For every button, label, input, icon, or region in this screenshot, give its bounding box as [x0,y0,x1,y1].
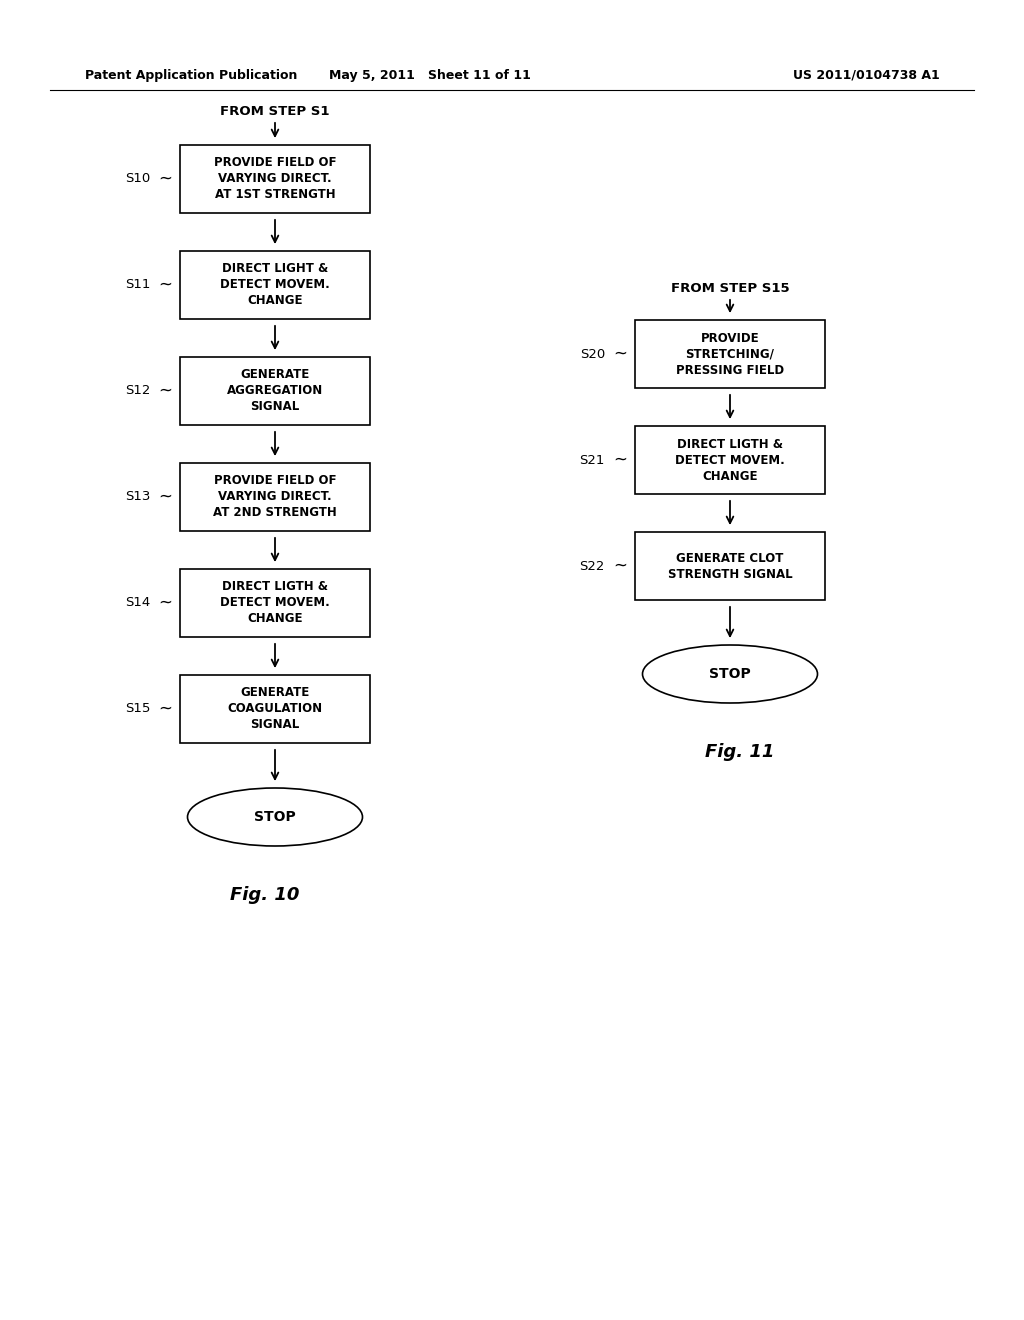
Text: US 2011/0104738 A1: US 2011/0104738 A1 [794,69,940,82]
Text: ~: ~ [613,557,627,576]
Text: Fig. 10: Fig. 10 [230,886,300,904]
FancyBboxPatch shape [180,145,370,213]
Text: GENERATE CLOT
STRENGTH SIGNAL: GENERATE CLOT STRENGTH SIGNAL [668,552,793,581]
Text: S10: S10 [125,173,150,186]
FancyBboxPatch shape [180,251,370,319]
Text: ~: ~ [158,700,172,718]
FancyBboxPatch shape [635,319,825,388]
FancyBboxPatch shape [180,356,370,425]
Text: S12: S12 [125,384,150,397]
Text: Patent Application Publication: Patent Application Publication [85,69,297,82]
FancyBboxPatch shape [180,569,370,638]
Text: DIRECT LIGTH &
DETECT MOVEM.
CHANGE: DIRECT LIGTH & DETECT MOVEM. CHANGE [675,437,784,483]
Text: FROM STEP S1: FROM STEP S1 [220,106,330,117]
Text: FROM STEP S15: FROM STEP S15 [671,282,790,294]
FancyBboxPatch shape [180,463,370,531]
Text: ~: ~ [613,451,627,469]
Ellipse shape [642,645,817,704]
Text: S15: S15 [125,702,150,715]
Text: GENERATE
COAGULATION
SIGNAL: GENERATE COAGULATION SIGNAL [227,686,323,731]
Text: ~: ~ [158,170,172,187]
Text: ~: ~ [158,276,172,294]
Text: STOP: STOP [254,810,296,824]
Text: S14: S14 [125,597,150,610]
Text: S13: S13 [125,491,150,503]
Text: S21: S21 [580,454,605,466]
Text: STOP: STOP [710,667,751,681]
Text: ~: ~ [613,345,627,363]
Text: ~: ~ [158,381,172,400]
FancyBboxPatch shape [635,426,825,494]
Text: S11: S11 [125,279,150,292]
Text: DIRECT LIGHT &
DETECT MOVEM.
CHANGE: DIRECT LIGHT & DETECT MOVEM. CHANGE [220,263,330,308]
Text: ~: ~ [158,594,172,612]
Text: PROVIDE
STRETCHING/
PRESSING FIELD: PROVIDE STRETCHING/ PRESSING FIELD [676,331,784,376]
Text: May 5, 2011   Sheet 11 of 11: May 5, 2011 Sheet 11 of 11 [329,69,530,82]
FancyBboxPatch shape [635,532,825,601]
Text: S20: S20 [580,347,605,360]
Ellipse shape [187,788,362,846]
Text: GENERATE
AGGREGATION
SIGNAL: GENERATE AGGREGATION SIGNAL [227,368,324,413]
FancyBboxPatch shape [180,675,370,743]
Text: PROVIDE FIELD OF
VARYING DIRECT.
AT 2ND STRENGTH: PROVIDE FIELD OF VARYING DIRECT. AT 2ND … [213,474,337,520]
Text: DIRECT LIGTH &
DETECT MOVEM.
CHANGE: DIRECT LIGTH & DETECT MOVEM. CHANGE [220,581,330,626]
Text: ~: ~ [158,488,172,506]
Text: Fig. 11: Fig. 11 [706,743,775,762]
Text: PROVIDE FIELD OF
VARYING DIRECT.
AT 1ST STRENGTH: PROVIDE FIELD OF VARYING DIRECT. AT 1ST … [214,157,336,202]
Text: S22: S22 [580,560,605,573]
